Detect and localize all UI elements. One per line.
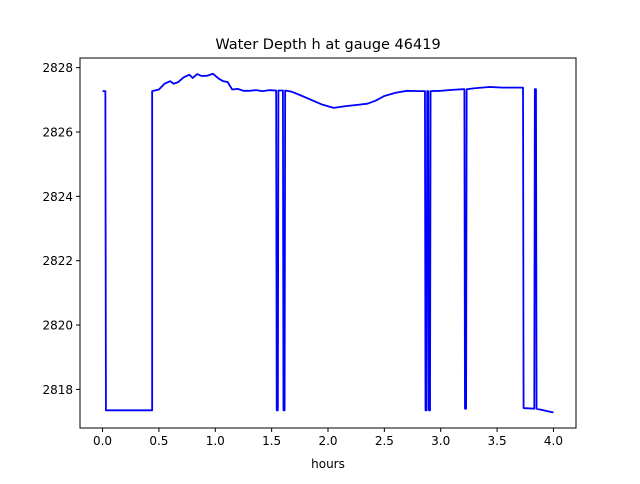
y-tick-label: 2824 — [42, 190, 73, 204]
plot-frame — [79, 57, 577, 429]
y-tick-label: 2826 — [42, 126, 73, 140]
y-tick-label: 2818 — [42, 383, 73, 397]
x-tick-label: 3.0 — [431, 434, 450, 448]
axis-ticks: 0.0 0.5 1.0 1.5 2.0 2.5 3.0 3.5 4.0 2818 2820 2822 2… — [42, 61, 563, 448]
plot-area — [102, 72, 554, 414]
x-axis-label: hours — [311, 457, 345, 471]
x-tick-label: 0.5 — [149, 434, 168, 448]
x-tick-label: 2.5 — [375, 434, 394, 448]
x-tick-label: 4.0 — [544, 434, 563, 448]
y-tick-label: 2828 — [42, 61, 73, 75]
x-tick-label: 1.5 — [262, 434, 281, 448]
x-tick-label: 0.0 — [93, 434, 112, 448]
x-tick-label: 1.0 — [206, 434, 225, 448]
x-tick-label: 2.0 — [318, 434, 337, 448]
y-tick-label: 2822 — [42, 254, 73, 268]
chart-title: Water Depth h at gauge 46419 — [215, 37, 440, 53]
y-tick-label: 2820 — [42, 319, 73, 333]
x-tick-label: 3.5 — [488, 434, 507, 448]
series-line-0 — [102, 72, 554, 414]
